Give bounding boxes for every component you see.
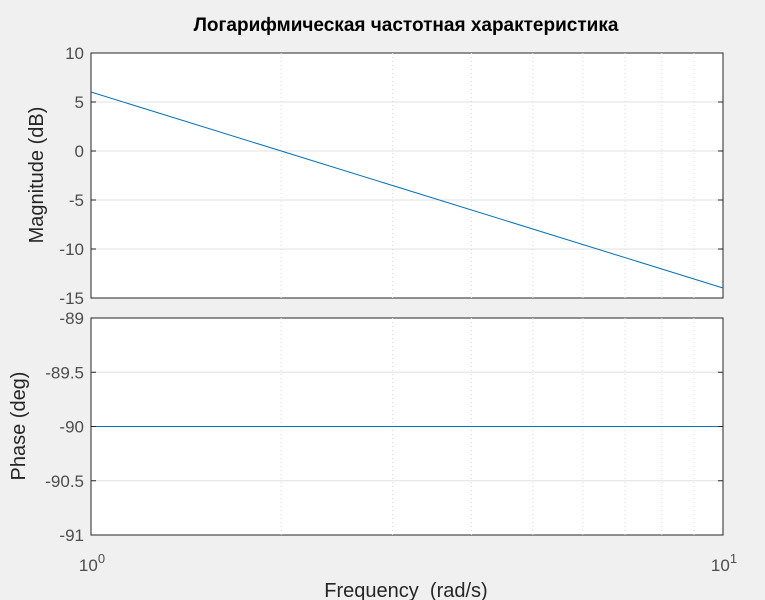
magnitude-ytick-label: 5 [75,93,84,112]
magnitude-ylabel: Magnitude (dB) [26,107,48,244]
phase-ytick-label: -91 [59,526,84,545]
magnitude-ytick-label: -5 [69,191,84,210]
magnitude-ytick-label: -10 [59,240,84,259]
phase-ytick-label: -90.5 [45,472,84,491]
magnitude-series-line [90,91,724,289]
magnitude-ytick-label: -15 [59,289,84,308]
x-axis-label: Frequency (rad/s) [324,580,487,600]
magnitude-ytick-label: 0 [75,142,84,161]
phase-ylabel: Phase (deg) [8,372,30,481]
x-tick-label-1: 100 [79,551,105,575]
magnitude-plot-area [90,52,724,299]
magnitude-ytick-label: 10 [65,44,84,63]
chart-title: Логарифмическая частотная характеристика [194,15,619,36]
phase-ytick-label: -89 [59,309,84,328]
x-tick-label-10: 101 [711,551,737,575]
phase-ytick-label: -90 [59,418,84,437]
phase-ytick-label: -89.5 [45,363,84,382]
